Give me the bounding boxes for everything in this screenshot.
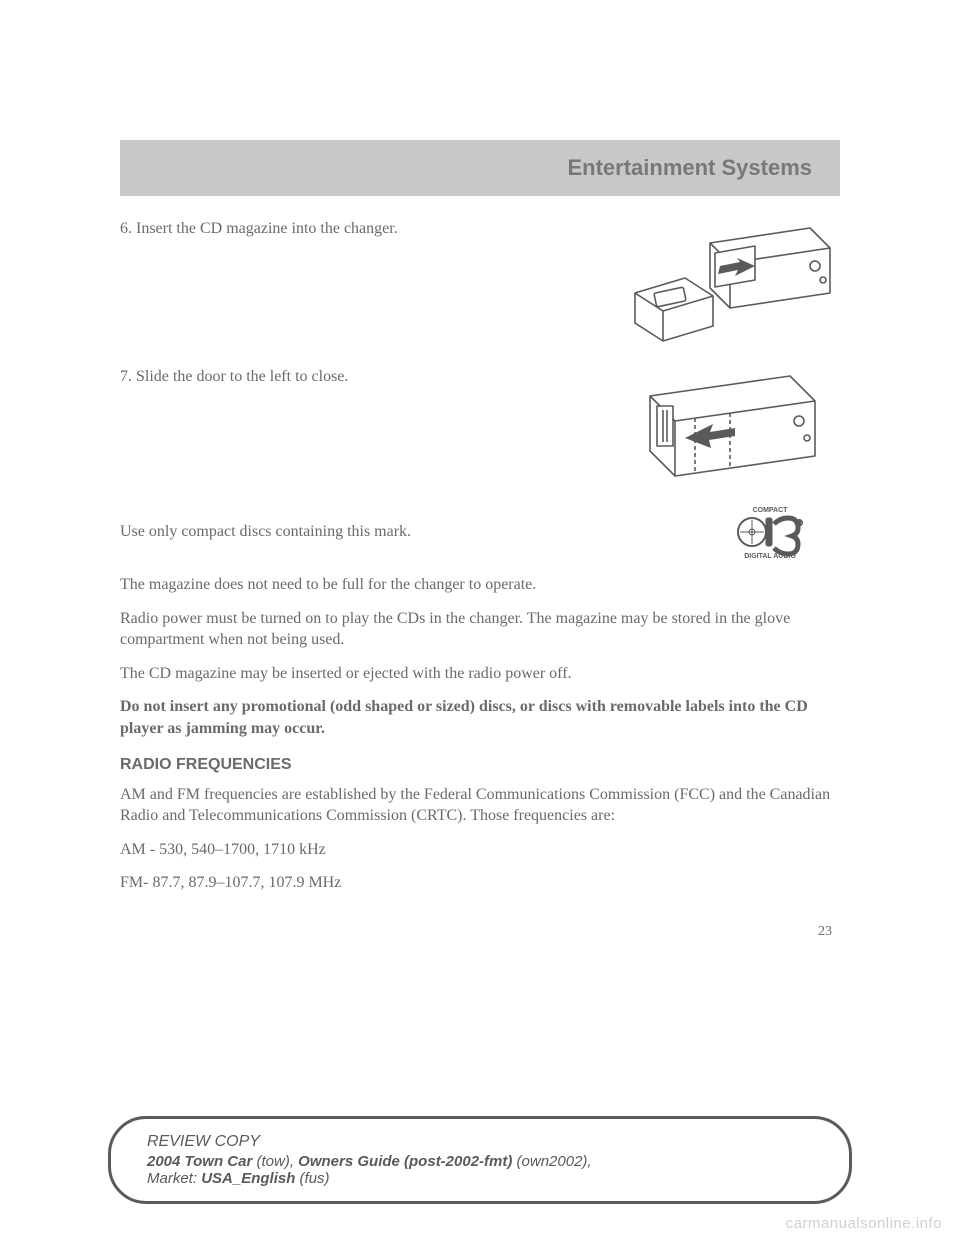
- radio-freq-fm: FM- 87.7, 87.9–107.7, 107.9 MHz: [120, 872, 840, 894]
- radio-freq-heading: RADIO FREQUENCIES: [120, 756, 840, 774]
- cd-logo-top: COMPACT: [753, 507, 789, 514]
- cd-mark-row: Use only compact discs containing this m…: [120, 504, 840, 560]
- svg-text:®: ®: [796, 518, 803, 528]
- page-number: 23: [120, 924, 840, 940]
- step-6-illustration: [610, 218, 840, 348]
- step-7-text: 7. Slide the door to the left to close.: [120, 366, 610, 388]
- step-6: 6. Insert the CD magazine into the chang…: [120, 218, 840, 348]
- section-header: Entertainment Systems: [120, 140, 840, 196]
- para-insert-eject: The CD magazine may be inserted or eject…: [120, 663, 840, 685]
- section-title: Entertainment Systems: [567, 155, 812, 181]
- para-warning: Do not insert any promotional (odd shape…: [120, 696, 840, 739]
- radio-freq-am: AM - 530, 540–1700, 1710 kHz: [120, 839, 840, 861]
- watermark: carmanualsonline.info: [786, 1215, 942, 1232]
- cd-logo-icon: COMPACT ® DIGITAL AUDIO: [700, 504, 840, 560]
- footer-box: REVIEW COPY 2004 Town Car (tow), Owners …: [108, 1116, 852, 1204]
- cd-logo-bottom: DIGITAL AUDIO: [744, 553, 796, 560]
- cd-mark-text: Use only compact discs containing this m…: [120, 521, 700, 543]
- para-radio-power: Radio power must be turned on to play th…: [120, 608, 840, 651]
- step-6-text: 6. Insert the CD magazine into the chang…: [120, 218, 610, 240]
- footer-line3: Market: USA_English (fus): [147, 1170, 813, 1187]
- step-7: 7. Slide the door to the left to close.: [120, 366, 840, 486]
- step-7-illustration: [610, 366, 840, 486]
- footer-line2: 2004 Town Car (tow), Owners Guide (post-…: [147, 1153, 813, 1170]
- para-magazine-full: The magazine does not need to be full fo…: [120, 574, 840, 596]
- radio-freq-intro: AM and FM frequencies are established by…: [120, 784, 840, 827]
- footer-review: REVIEW COPY: [147, 1133, 813, 1151]
